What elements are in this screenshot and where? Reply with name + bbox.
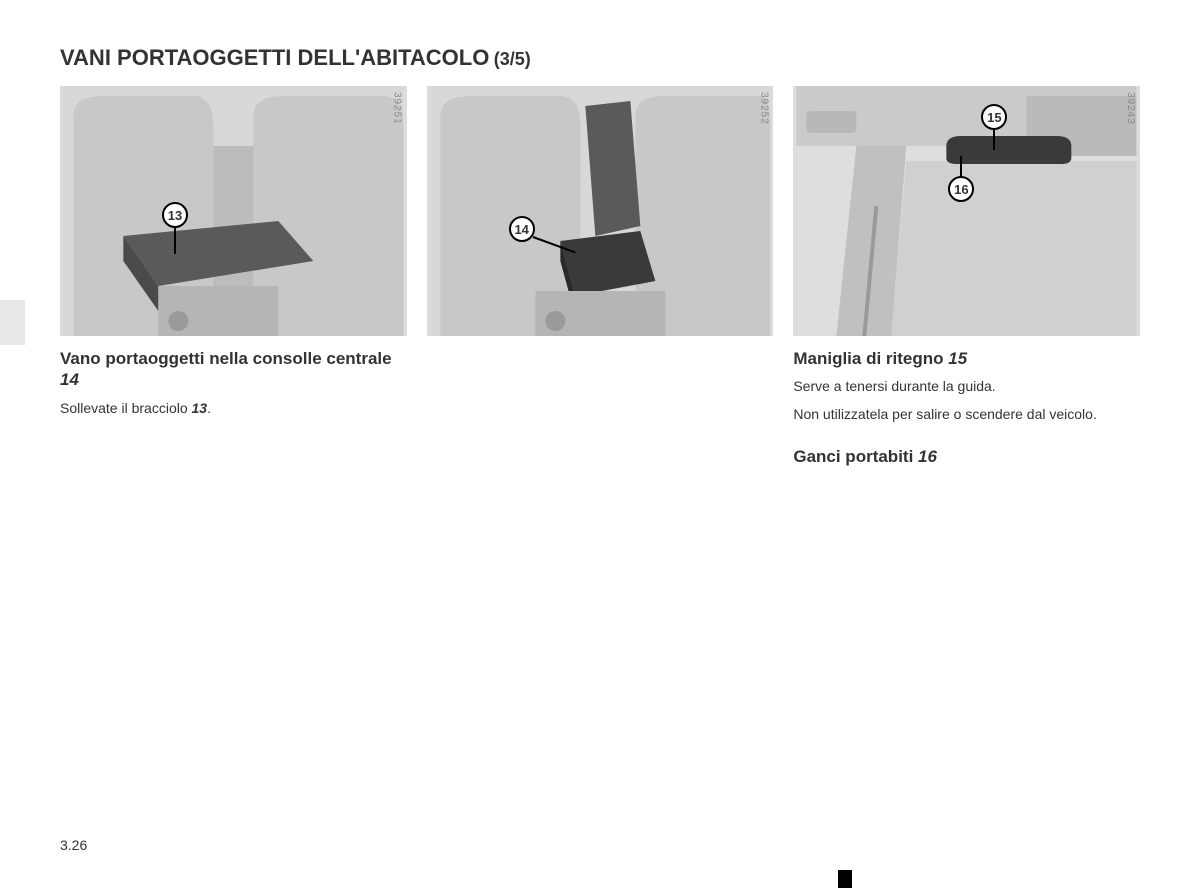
- title-row: VANI PORTAOGGETTI DELL'ABITACOLO (3/5): [60, 45, 1140, 71]
- callout-14: 14: [509, 216, 535, 242]
- page-number: 3.26: [60, 837, 87, 853]
- heading-text: Vano portaoggetti nella consolle central…: [60, 349, 392, 368]
- image-id-1: 39251: [392, 92, 403, 125]
- page-indicator: (3/5): [494, 49, 531, 69]
- page-content: VANI PORTAOGGETTI DELL'ABITACOLO (3/5): [0, 0, 1200, 468]
- heading-ref: 15: [948, 349, 967, 368]
- section-heading-1: Vano portaoggetti nella consolle central…: [60, 348, 407, 391]
- paragraph-3b: Non utilizzatela per salire o scendere d…: [793, 405, 1140, 425]
- paragraph-1: Sollevate il bracciolo 13.: [60, 399, 407, 419]
- section-heading-3b: Ganci portabiti 16: [793, 446, 1140, 467]
- paragraph-3a: Serve a tenersi durante la guida.: [793, 377, 1140, 397]
- side-tab: [0, 300, 25, 345]
- illustration-grab-handle: [793, 86, 1140, 336]
- section-heading-3a: Maniglia di ritegno 15: [793, 348, 1140, 369]
- figure-1: 39251 13: [60, 86, 407, 336]
- figure-3: 39243 15 16: [793, 86, 1140, 336]
- illustration-armrest-closed: [60, 86, 407, 336]
- heading-ref: 16: [918, 447, 937, 466]
- callout-line: [174, 226, 176, 254]
- heading-text: Ganci portabiti: [793, 447, 913, 466]
- callout-16: 16: [948, 176, 974, 202]
- text-ref: 13: [192, 400, 208, 416]
- callout-13: 13: [162, 202, 188, 228]
- column-3: 39243 15 16 Maniglia di ritegno 15 Serve…: [793, 86, 1140, 468]
- callout-line: [960, 156, 962, 178]
- heading-text: Maniglia di ritegno: [793, 349, 943, 368]
- callout-number: 13: [162, 202, 188, 228]
- columns-container: 39251 13 Vano portaoggetti nella consoll…: [60, 86, 1140, 468]
- image-id-2: 39252: [758, 92, 769, 125]
- callout-number: 14: [509, 216, 535, 242]
- text-post: .: [207, 400, 211, 416]
- column-1: 39251 13 Vano portaoggetti nella consoll…: [60, 86, 407, 468]
- text-pre: Sollevate il bracciolo: [60, 400, 192, 416]
- image-id-3: 39243: [1125, 92, 1136, 125]
- callout-line: [993, 128, 995, 150]
- text-pre: Non utilizzatela per salire o scendere d…: [793, 406, 1097, 422]
- column-2: 39252 14: [427, 86, 774, 468]
- heading-ref: 14: [60, 370, 79, 389]
- figure-2: 39252 14: [427, 86, 774, 336]
- callout-number: 16: [948, 176, 974, 202]
- callout-15: 15: [981, 104, 1007, 130]
- text-pre: Serve a tenersi durante la guida.: [793, 378, 995, 394]
- footer-mark: [838, 870, 852, 888]
- callout-number: 15: [981, 104, 1007, 130]
- main-title: VANI PORTAOGGETTI DELL'ABITACOLO: [60, 45, 489, 70]
- illustration-armrest-open: [427, 86, 774, 336]
